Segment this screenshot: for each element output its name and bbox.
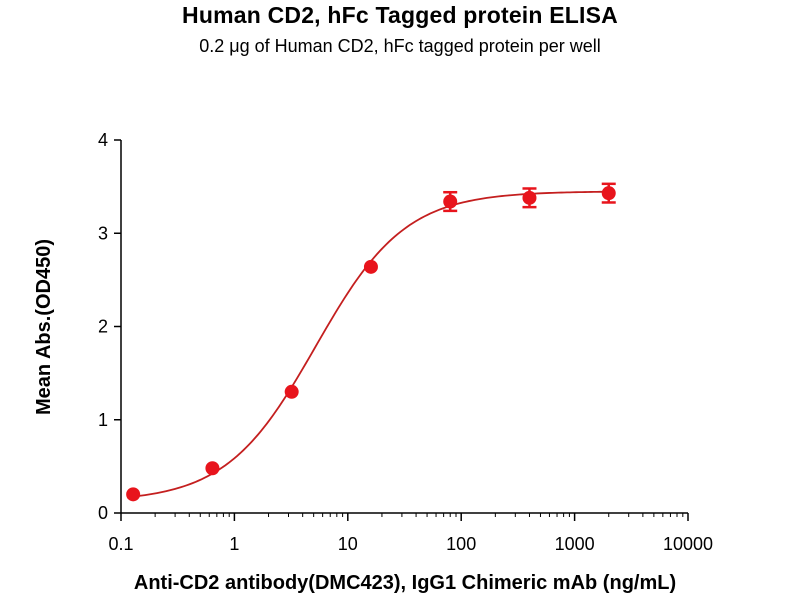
x-tick-label: 1 (229, 534, 239, 554)
fit-curve-layer (133, 190, 609, 498)
data-point (443, 194, 458, 209)
x-tick-label: 0.1 (108, 534, 133, 554)
y-axis-title: Mean Abs.(OD450) (33, 239, 55, 415)
x-tick-label: 1000 (555, 534, 595, 554)
y-tick-label: 1 (98, 410, 108, 430)
fit-curve (133, 190, 609, 498)
data-point (522, 190, 537, 205)
chart-title: Human CD2, hFc Tagged protein ELISA (182, 2, 618, 28)
x-tick-label: 10000 (663, 534, 713, 554)
data-point (601, 186, 616, 201)
x-tick-label: 10 (338, 534, 358, 554)
x-axis-title: Anti-CD2 antibody(DMC423), IgG1 Chimeric… (134, 572, 676, 594)
x-tick-label: 100 (446, 534, 476, 554)
data-point (363, 259, 378, 274)
data-points-layer (126, 182, 616, 502)
chart-subtitle: 0.2 μg of Human CD2, hFc tagged protein … (199, 36, 601, 56)
axes: 0 1 2 3 4 0.1 1 10 100 1000 10000 (98, 130, 713, 554)
data-point (126, 487, 141, 502)
y-tick-label: 3 (98, 223, 108, 243)
y-tick-label: 2 (98, 317, 108, 337)
data-point (284, 384, 299, 399)
data-point (205, 461, 220, 476)
y-tick-label: 4 (98, 130, 108, 150)
y-tick-label: 0 (98, 503, 108, 523)
